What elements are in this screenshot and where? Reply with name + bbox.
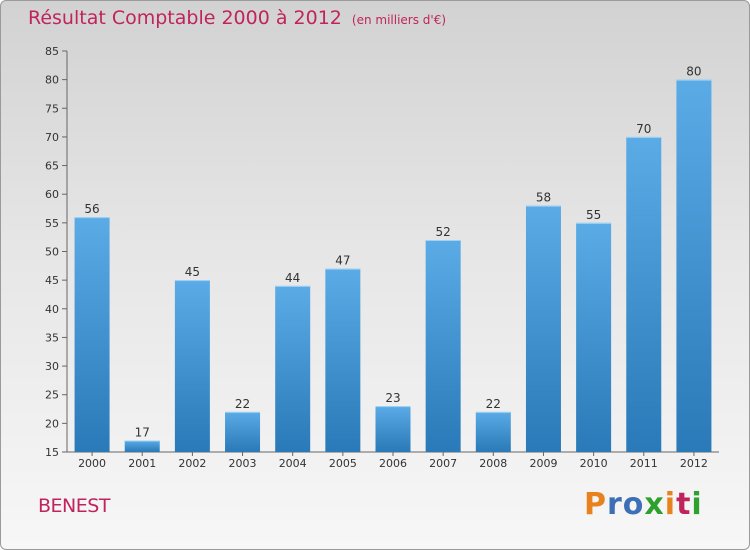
- x-tick-label: 2008: [479, 457, 507, 470]
- value-label-2004: 44: [285, 271, 300, 285]
- proxiti-logo[interactable]: Proxiti: [584, 487, 703, 522]
- x-tick-label: 2006: [379, 457, 407, 470]
- logo-letter: x: [644, 487, 665, 522]
- logo-letter: P: [584, 487, 607, 522]
- y-tick-label: 60: [45, 188, 59, 201]
- logo-letter: t: [676, 487, 692, 522]
- bar-2003[interactable]: [225, 411, 261, 452]
- x-tick-label: 2005: [329, 457, 357, 470]
- y-tick-label: 20: [45, 417, 59, 430]
- y-tick-label: 25: [45, 389, 59, 402]
- value-label-2000: 56: [84, 202, 99, 216]
- y-tick-label: 85: [45, 45, 59, 58]
- y-tick-label: 80: [45, 74, 59, 87]
- bar-2001[interactable]: [124, 440, 160, 452]
- bar-2008[interactable]: [475, 411, 511, 452]
- logo-letter: i: [664, 487, 677, 522]
- x-tick-label: 2001: [128, 457, 156, 470]
- value-label-2008: 22: [486, 397, 501, 411]
- bar-2005[interactable]: [325, 268, 361, 452]
- bar-2012[interactable]: [676, 79, 712, 453]
- bars-group: 56 17 45 22 44 47 23 52 22 58 55 70 80: [74, 65, 712, 453]
- y-tick-label: 35: [45, 331, 59, 344]
- y-tick-label: 65: [45, 160, 59, 173]
- bar-2000[interactable]: [74, 217, 110, 452]
- y-tick-label: 45: [45, 274, 59, 287]
- y-tick-label: 30: [45, 360, 59, 373]
- value-label-2010: 55: [586, 208, 601, 222]
- bar-2004[interactable]: [275, 285, 311, 452]
- y-tick-label: 40: [45, 303, 59, 316]
- commune-name: BENEST: [38, 495, 110, 517]
- bar-2002[interactable]: [174, 280, 210, 452]
- y-tick-label: 75: [45, 102, 59, 115]
- x-tick-label: 2011: [630, 457, 658, 470]
- y-tick-label: 70: [45, 131, 59, 144]
- x-tick-label: 2012: [680, 457, 708, 470]
- logo-letter: r: [607, 487, 623, 522]
- bar-2010[interactable]: [576, 222, 612, 452]
- x-tick-label: 2000: [78, 457, 106, 470]
- x-tick-label: 2009: [529, 457, 557, 470]
- chart-subtitle: (en milliers d'€): [351, 13, 447, 27]
- value-label-2011: 70: [636, 122, 651, 136]
- value-label-2002: 45: [185, 265, 200, 279]
- y-tick-label: 55: [45, 217, 59, 230]
- logo-letter: i: [691, 487, 703, 522]
- bar-2006[interactable]: [375, 406, 411, 452]
- x-tick-label: 2003: [229, 457, 257, 470]
- y-axis: 15 20 25 30 35 40 45 50 55 60 65 70 75 80 85: [45, 45, 68, 459]
- x-axis: 2000 2001 2002 2003 2004 2005 2006 2007 2008 2009…: [67, 451, 719, 470]
- value-label-2005: 47: [335, 254, 350, 268]
- bar-2011[interactable]: [626, 136, 662, 452]
- value-label-2001: 17: [135, 426, 150, 440]
- y-tick-label: 50: [45, 246, 59, 259]
- x-tick-label: 2004: [279, 457, 307, 470]
- chart-title-text: Résultat Comptable 2000 à 2012: [28, 7, 342, 29]
- x-tick-label: 2002: [178, 457, 206, 470]
- bar-2009[interactable]: [525, 205, 561, 452]
- x-tick-label: 2007: [429, 457, 457, 470]
- logo-letter: o: [622, 487, 645, 522]
- y-tick-label: 15: [45, 446, 59, 459]
- bar-2007[interactable]: [425, 240, 461, 452]
- value-label-2012: 80: [686, 65, 701, 79]
- value-label-2006: 23: [385, 391, 400, 405]
- value-label-2003: 22: [235, 397, 250, 411]
- chart-title: Résultat Comptable 2000 à 2012 (en millie…: [28, 7, 446, 29]
- value-label-2009: 58: [536, 191, 551, 205]
- x-tick-label: 2010: [580, 457, 608, 470]
- value-label-2007: 52: [436, 225, 451, 239]
